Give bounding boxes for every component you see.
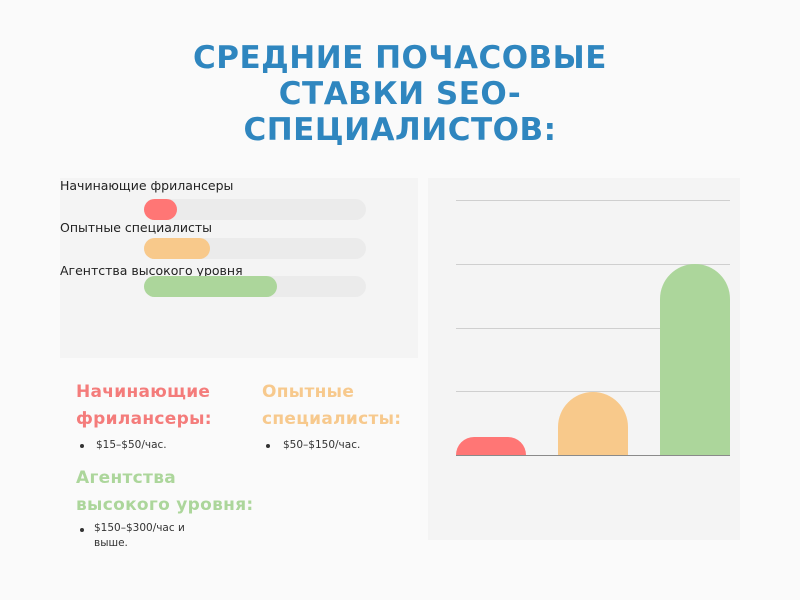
hbar-label: Агентства высокого уровня (60, 263, 243, 278)
legend-item-line: $150–$300/час и (94, 522, 185, 534)
vertical-bar-chart (428, 178, 740, 540)
legend-item-line: выше. (94, 537, 128, 549)
hbar-label: Начинающие фрилансеры (60, 178, 234, 193)
legend-title-experienced: Опытные специалисты: (262, 379, 401, 433)
legend-title-line: высокого уровня: (76, 495, 254, 515)
page-title: СРЕДНИЕ ПОЧАСОВЫЕ СТАВКИ SEO- СПЕЦИАЛИСТ… (0, 40, 800, 148)
vbar-beginners (456, 437, 526, 455)
title-line-1: СРЕДНИЕ ПОЧАСОВЫЕ (193, 40, 607, 76)
vbar-experienced (558, 392, 628, 455)
legend-item-experienced: $50–$150/час. (283, 439, 361, 451)
gridline (456, 328, 730, 329)
legend-item-agencies: $150–$300/час и выше. (94, 521, 185, 551)
vbar-agencies (660, 264, 730, 455)
hbar-fill-red (144, 199, 177, 220)
bullet-icon (266, 444, 270, 448)
title-line-3: СПЕЦИАЛИСТОВ: (243, 112, 557, 148)
legend-title-line: Начинающие (76, 382, 211, 402)
hbar-label: Опытные специалисты (60, 220, 213, 235)
legend-title-line: Агентства (76, 468, 177, 488)
legend-title-agencies: Агентства высокого уровня: (76, 465, 254, 519)
legend-title-line: Опытные (262, 382, 355, 402)
x-axis-baseline (456, 455, 730, 456)
hbar-track (144, 276, 366, 297)
title-line-2: СТАВКИ SEO- (278, 76, 522, 112)
gridline (456, 391, 730, 392)
bullet-icon (80, 528, 84, 532)
legend-title-line: специалисты: (262, 409, 402, 429)
legend-title-line: фрилансеры: (76, 409, 212, 429)
legend-title-beginners: Начинающие фрилансеры: (76, 379, 212, 433)
hbar-track (144, 238, 366, 259)
bullet-icon (80, 444, 84, 448)
hbar-fill-orange (144, 238, 210, 259)
gridline (456, 200, 730, 201)
hbar-track (144, 199, 366, 220)
hbar-fill-green (144, 276, 277, 297)
horizontal-bar-chart: Начинающие фрилансеры Опытные специалист… (60, 178, 418, 358)
gridline (456, 264, 730, 265)
legend-item-beginners: $15–$50/час. (96, 439, 167, 451)
